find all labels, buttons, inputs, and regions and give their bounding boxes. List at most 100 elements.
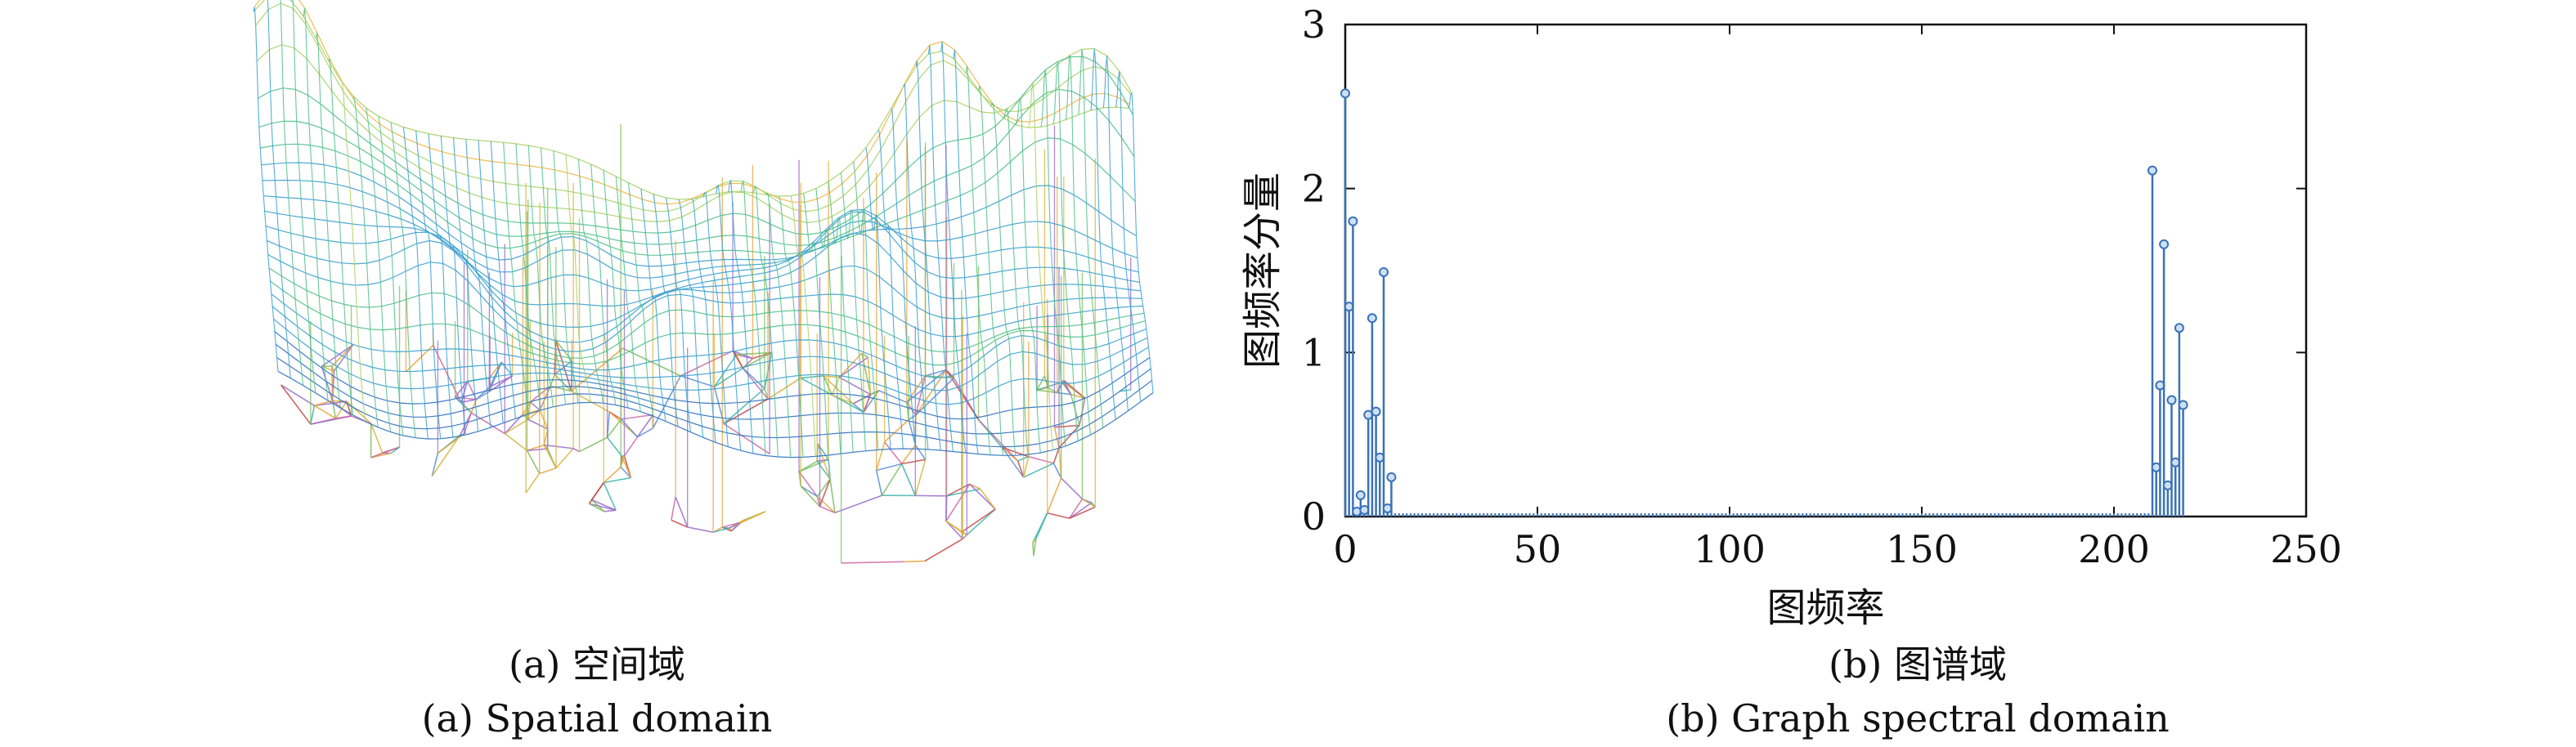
- mesh-row-line: [255, 2, 1132, 212]
- mesh-column-line: [1090, 48, 1116, 420]
- graph-edge: [431, 435, 461, 477]
- stem-point: [1348, 216, 1358, 517]
- graph-edge: [1053, 427, 1060, 449]
- graph-edge: [832, 394, 854, 405]
- graph-edge: [852, 393, 871, 405]
- graph-edge: [680, 350, 734, 377]
- graph-edge: [924, 538, 963, 562]
- mesh-column-line: [1066, 54, 1092, 436]
- graph-edge: [530, 401, 541, 411]
- stem-point: [2166, 395, 2177, 517]
- graph-edge: [736, 351, 772, 356]
- mesh-column-line: [590, 164, 617, 405]
- graph-edge: [334, 400, 348, 419]
- graph-edge: [370, 423, 384, 454]
- graph-edge: [945, 369, 955, 379]
- mesh-row-line: [254, 0, 1130, 205]
- graph-edge: [945, 520, 963, 533]
- graph-edge: [900, 463, 917, 496]
- graph-edge: [280, 384, 315, 407]
- graph-edge: [914, 459, 927, 496]
- stem-point: [1355, 490, 1366, 517]
- graph-edge: [572, 448, 580, 453]
- graph-edge: [914, 445, 927, 460]
- mesh-row-line: [258, 56, 1134, 235]
- graph-edge: [969, 483, 996, 510]
- graph-edge: [331, 365, 334, 401]
- mesh-column-line: [527, 145, 554, 407]
- graph-edge: [831, 377, 840, 396]
- y-tick-label: 2: [1302, 167, 1326, 211]
- mesh-column-line: [978, 85, 1004, 456]
- mesh-column-line: [1102, 56, 1129, 411]
- graph-edge: [1022, 456, 1030, 478]
- graph-edge: [504, 418, 529, 435]
- graph-edge: [370, 446, 400, 458]
- graph-edge: [742, 367, 769, 400]
- mesh-row-line: [270, 280, 1146, 366]
- mesh-column-line: [840, 172, 866, 451]
- graph-edge: [671, 496, 676, 521]
- graph-edge: [604, 476, 631, 484]
- mesh-column-line: [1015, 96, 1041, 454]
- graph-edge: [838, 352, 863, 378]
- graph-edge: [838, 376, 871, 396]
- mesh-column-line: [690, 198, 716, 443]
- stem-point: [2162, 480, 2173, 517]
- graph-edge: [1028, 455, 1054, 464]
- mesh-row-line: [256, 44, 1133, 224]
- caption-b-chinese: (b) 图谱域: [1829, 642, 2007, 687]
- mesh-column-line: [440, 136, 466, 436]
- graph-edge: [346, 400, 372, 424]
- graph-edge: [1036, 375, 1046, 391]
- graph-edge: [543, 445, 557, 469]
- graph-edge: [280, 384, 312, 425]
- x-tick-label: 200: [2078, 527, 2150, 571]
- mesh-column-line: [267, 0, 291, 378]
- stem-point: [2178, 400, 2188, 517]
- graph-edge: [591, 499, 617, 512]
- graph-edge: [504, 432, 527, 451]
- graph-edge: [1046, 477, 1062, 514]
- mesh-row-line: [271, 293, 1147, 378]
- stem-marker: [1379, 267, 1389, 278]
- graph-edge: [527, 409, 541, 420]
- mesh-column-line: [428, 133, 454, 438]
- graph-edge: [475, 386, 491, 400]
- graph-edge: [1032, 539, 1037, 543]
- mesh-column-line: [366, 108, 392, 432]
- x-tick-label: 0: [1333, 527, 1357, 571]
- stem-point: [1367, 313, 1377, 517]
- mesh-column-line: [603, 170, 629, 409]
- graph-edge: [1069, 499, 1084, 519]
- mesh-column-line: [1003, 107, 1029, 455]
- x-axis-label: 图频率: [1766, 585, 1884, 631]
- mesh-column-line: [328, 57, 354, 415]
- graph-edge: [620, 455, 626, 467]
- x-tick-label: 150: [1886, 527, 1958, 571]
- graph-edge: [603, 467, 622, 484]
- mesh-column-line: [303, 7, 329, 401]
- graph-edge: [1052, 463, 1062, 479]
- graph-edge: [636, 414, 654, 437]
- graph-edge: [623, 436, 639, 457]
- mesh-column-line: [1052, 60, 1079, 441]
- graph-edge: [1036, 381, 1063, 391]
- graph-edge: [671, 519, 689, 528]
- mesh-column-line: [915, 60, 941, 451]
- graph-edge: [823, 375, 833, 396]
- caption-a-english: (a) Spatial domain: [421, 696, 773, 740]
- mesh-column-line: [290, 0, 316, 393]
- graph-edge: [829, 479, 836, 513]
- graph-edge: [738, 519, 745, 524]
- mesh-column-line: [565, 154, 591, 403]
- mesh-row-line: [261, 162, 1137, 267]
- stem-point: [2174, 323, 2184, 517]
- graph-edge: [962, 534, 967, 539]
- mesh-column-line: [665, 197, 691, 432]
- graph-edge: [333, 344, 354, 372]
- stem-point: [1386, 472, 1397, 517]
- y-axis-label: 图频率分量: [1240, 172, 1286, 369]
- graph-edge: [767, 377, 801, 400]
- graph-edge: [875, 470, 883, 496]
